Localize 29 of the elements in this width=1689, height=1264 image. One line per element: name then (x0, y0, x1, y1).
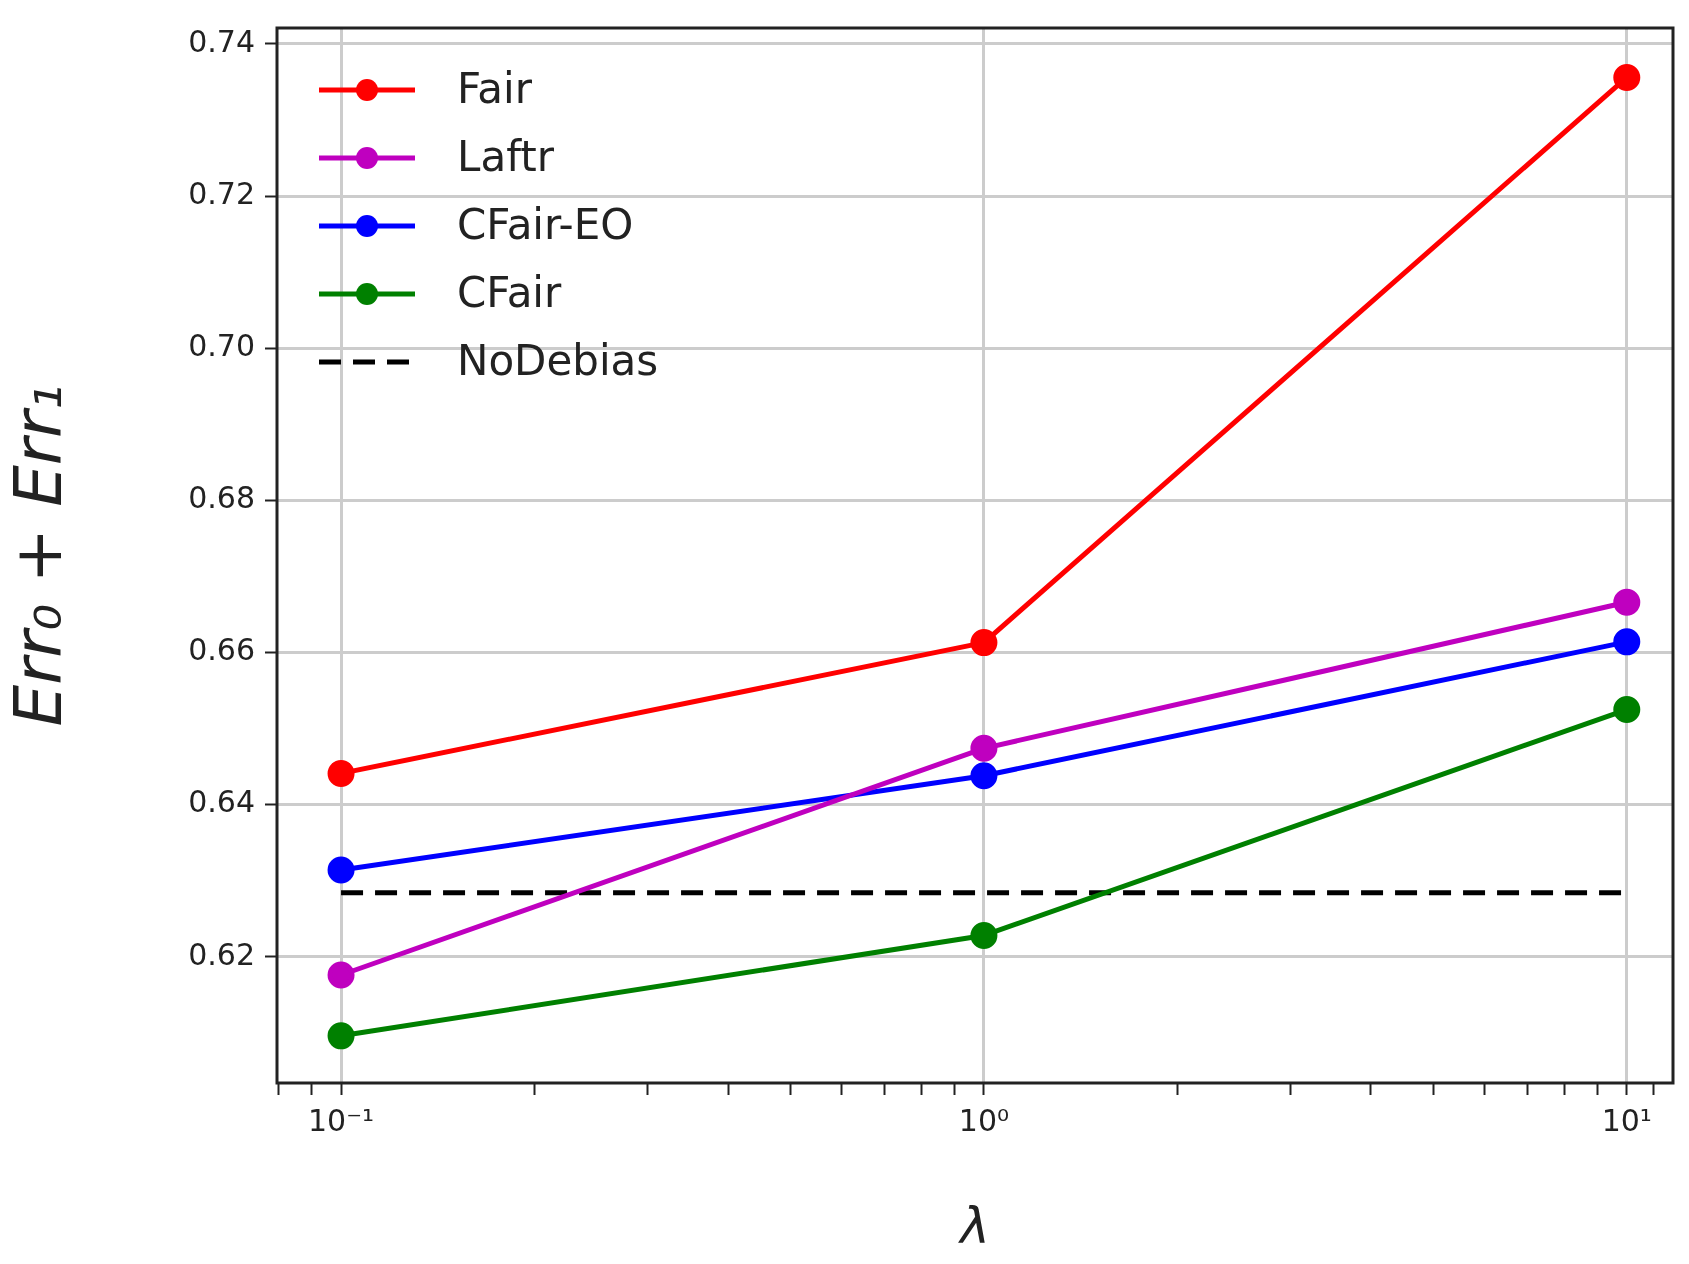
point (1613, 628, 1641, 656)
y-tick-label: 0.62 (188, 936, 255, 972)
x-tick-label: 10⁰ (958, 1102, 1010, 1138)
point (327, 961, 355, 989)
point (970, 629, 998, 657)
y-tick-label: 0.74 (188, 23, 255, 59)
y-tick-label: 0.70 (188, 328, 255, 364)
y-tick-label: 0.68 (188, 480, 255, 516)
point (1613, 696, 1641, 724)
point (327, 759, 355, 787)
legend-label: NoDebias (457, 335, 659, 385)
point (1613, 63, 1641, 91)
y-tick-label: 0.64 (188, 784, 255, 820)
legend-label: CFair (457, 267, 563, 317)
x-tick-label: 10⁻¹ (308, 1102, 375, 1138)
legend-label: CFair-EO (457, 199, 634, 249)
point (1613, 588, 1641, 616)
point (970, 734, 998, 762)
point (327, 1022, 355, 1050)
y-tick-label: 0.72 (188, 175, 255, 211)
point (970, 921, 998, 949)
x-axis-title: λ (957, 1196, 990, 1255)
point (327, 856, 355, 884)
legend-label: Fair (457, 63, 533, 113)
point (970, 762, 998, 790)
x-tick-label: 10¹ (1601, 1102, 1652, 1138)
y-axis-title: Err₀ + Err₁ (0, 384, 77, 727)
legend-label: Laftr (457, 131, 555, 181)
y-tick-label: 0.66 (188, 632, 255, 668)
